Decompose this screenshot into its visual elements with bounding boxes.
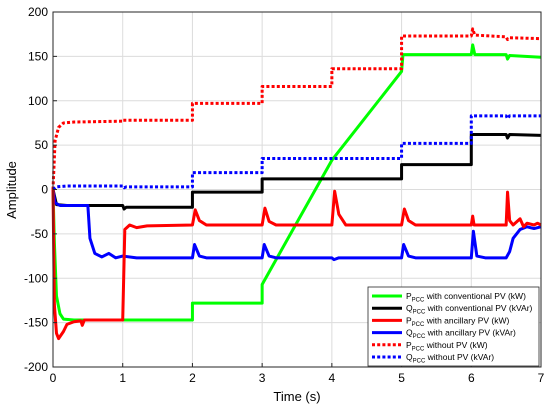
y-tick-label: -50 [31, 227, 49, 241]
series-group [51, 27, 542, 341]
legend-entry-subscript: PCC [412, 346, 425, 352]
legend-entry-subscript: PCC [413, 334, 426, 340]
y-tick-label: 150 [28, 49, 48, 63]
series-line-1 [51, 43, 542, 322]
x-tick-label: 4 [329, 371, 336, 385]
x-tick-label: 1 [119, 371, 126, 385]
legend-entry-main: P [406, 291, 412, 301]
x-tick-label: 5 [398, 371, 405, 385]
legend-entry-subscript: PCC [412, 298, 425, 304]
x-tick-label: 0 [50, 371, 57, 385]
y-tick-label: -150 [24, 316, 48, 330]
legend-entry-main: Q [406, 303, 413, 313]
y-tick-label: 100 [28, 94, 48, 108]
legend-entry-rest: with conventional PV (kVAr) [425, 303, 532, 313]
y-tick-label: 0 [41, 183, 48, 197]
legend-entry-4: QPCC with ancillary PV (kVAr) [406, 328, 516, 341]
series-line-5 [51, 27, 542, 190]
legend-entry-6: QPCC without PV (kVAr) [406, 352, 494, 365]
legend-entry-1: PPCC with conventional PV (kW) [406, 291, 526, 304]
legend-entry-2: QPCC with conventional PV (kVAr) [406, 303, 533, 316]
legend-entry-rest: with ancillary PV (kVAr) [425, 328, 516, 338]
y-tick-label: 200 [28, 5, 48, 19]
series-line-4 [51, 189, 542, 262]
x-tick-label: 3 [259, 371, 266, 385]
legend-entry-3: PPCC with ancillary PV (kW) [406, 315, 510, 328]
legend-entry-rest: with ancillary PV (kW) [424, 315, 509, 325]
x-axis-label: Time (s) [273, 389, 320, 404]
legend-entry-5: PPCC without PV (kW) [406, 340, 488, 353]
x-tick-label: 7 [538, 371, 545, 385]
y-tick-label: -200 [24, 360, 48, 374]
legend-box [367, 286, 540, 367]
legend-entry-main: Q [406, 352, 413, 362]
y-axis-label: Amplitude [4, 161, 19, 219]
legend-entry-subscript: PCC [413, 310, 426, 316]
x-tick-label: 2 [189, 371, 196, 385]
legend-entry-subscript: PCC [413, 359, 426, 365]
series-line-2 [51, 132, 542, 211]
legend: PPCC with conventional PV (kW)QPCC with … [367, 286, 540, 367]
series-line-3 [51, 189, 542, 341]
ticks: 0 1 2 3 4 5 6 7 -200 -150 -100 -50 0 50 100 150 200 [24, 5, 545, 385]
legend-entry-main: P [406, 340, 412, 350]
y-tick-label: 50 [35, 138, 49, 152]
legend-entry-rest: without PV (kVAr) [425, 352, 494, 362]
legend-entry-rest: without PV (kW) [424, 340, 487, 350]
legend-entry-main: P [406, 315, 412, 325]
legend-entry-subscript: PCC [412, 322, 425, 328]
y-tick-label: -100 [24, 271, 48, 285]
series-line-6 [52, 114, 541, 191]
legend-entry-rest: with conventional PV (kW) [424, 291, 526, 301]
x-tick-label: 6 [468, 371, 475, 385]
legend-entry-main: Q [406, 328, 413, 338]
